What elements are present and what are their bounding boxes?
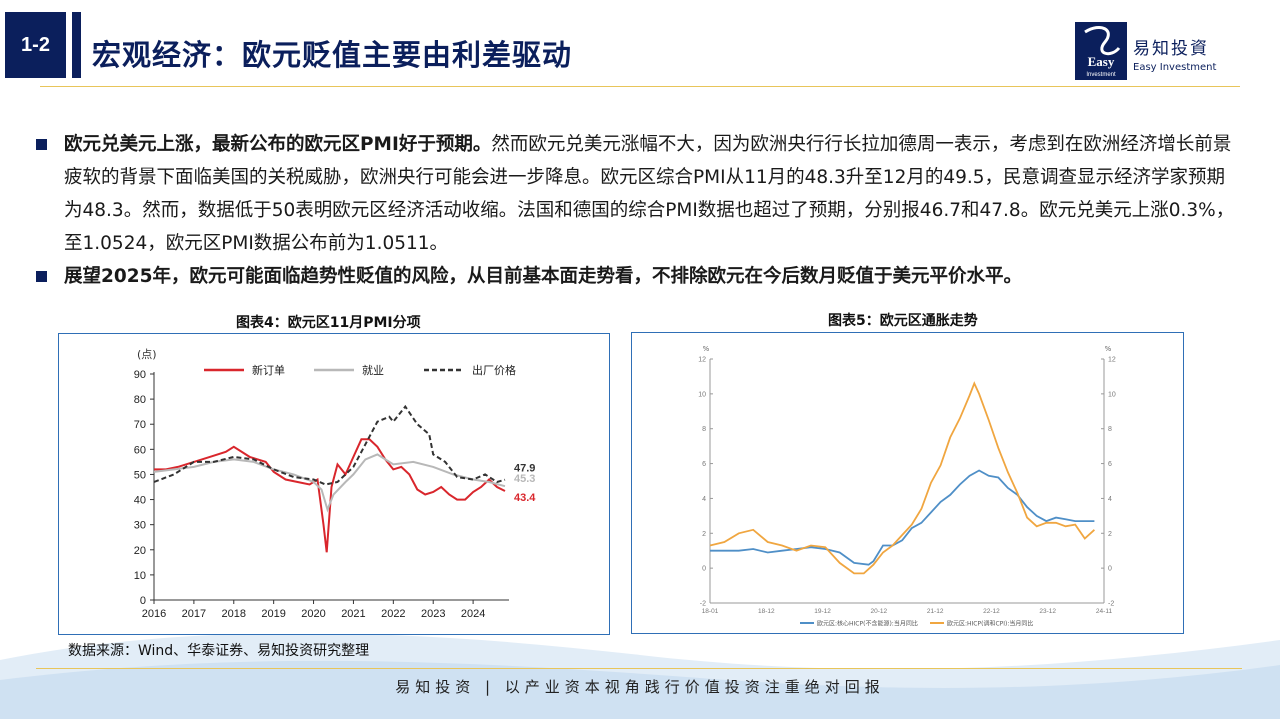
y-tick-label-right: 6 (1108, 461, 1112, 468)
x-tick-label: 2024 (461, 608, 485, 620)
y-tick-label: -2 (700, 601, 706, 608)
y-tick-label-right: 12 (1108, 357, 1116, 364)
footer-divider (36, 668, 1242, 669)
series-line (153, 453, 506, 513)
y-tick-label-right: 0 (1108, 566, 1112, 573)
bullet-lead: 展望2025年，欧元可能面临趋势性贬值的风险，从目前基本面走势看，不排除欧元在今… (64, 266, 1022, 287)
y-tick-label-right: 8 (1108, 426, 1112, 433)
x-tick-label: 2022 (381, 608, 405, 620)
legend-label: 欧元区:核心HICP(不含能源):当月同比 (817, 620, 918, 628)
figure4-caption: 图表4：欧元区11月PMI分项 (236, 315, 421, 331)
y-axis-unit-label: (点) (137, 348, 157, 361)
legend-label: 欧元区:HICP(调和CPI):当月同比 (947, 620, 1033, 628)
chart-pmi-panel: (点) 0 10 20 30 40 50 60 70 80 90 2016 2017 2018 2019 20… (58, 333, 610, 635)
y-tick-label: 10 (698, 391, 706, 398)
bullet-square-icon (36, 271, 47, 282)
x-tick-label: 21-12 (927, 608, 944, 615)
x-tick-label: 19-12 (814, 608, 831, 615)
legend-label: 新订单 (252, 363, 285, 377)
source-note: 数据来源：Wind、华泰证券、易知投资研究整理 (68, 643, 370, 659)
x-tick-label: 22-12 (983, 608, 1000, 615)
y-tick-label: 20 (134, 545, 146, 557)
y-tick-label: 8 (702, 426, 706, 433)
x-tick-label: 18-01 (702, 608, 719, 615)
logo-mark-text: Easy (1088, 54, 1115, 69)
logo-mark-icon: Easy Investment (1075, 22, 1127, 80)
footer-slogan: 易知投资 | 以产业资本视角践行价值投资注重绝对回报 (395, 678, 885, 696)
chart-pmi: (点) 0 10 20 30 40 50 60 70 80 90 2016 2017 2018 2019 20… (134, 348, 537, 620)
y-tick-label: 80 (134, 394, 146, 406)
y-tick-label: 30 (134, 520, 146, 532)
x-tick-label: 2017 (182, 608, 206, 620)
data-label: 45.3 (514, 473, 535, 485)
y-tick-label: 50 (134, 469, 146, 481)
company-logo: Easy Investment 易知投資 Easy Investment (1075, 22, 1255, 82)
section-number-badge: 1-2 (5, 12, 66, 78)
series-line (709, 381, 1096, 575)
y-tick-label: 12 (698, 357, 706, 364)
page-title: 宏观经济：欧元贬值主要由利差驱动 (92, 38, 573, 72)
y-tick-label: 90 (134, 369, 146, 381)
x-tick-label: 20-12 (871, 608, 888, 615)
y-tick-label: 0 (140, 595, 146, 607)
header-divider (40, 86, 1240, 87)
y-tick-label: 70 (134, 419, 146, 431)
bullet-lead: 欧元兑美元上涨，最新公布的欧元区PMI好于预期。 (64, 134, 492, 155)
y-tick-label: 60 (134, 444, 146, 456)
y-tick-label-right: 4 (1108, 496, 1112, 503)
header-accent-bar (72, 12, 81, 78)
bullet-item: 欧元兑美元上涨，最新公布的欧元区PMI好于预期。然而欧元兑美元涨幅不大，因为欧洲… (36, 128, 1242, 260)
footer-wave-background (0, 633, 1280, 719)
svg-text:Investment: Investment (1086, 72, 1116, 78)
y-axis-unit-label-left: % (703, 345, 710, 353)
y-tick-label: 10 (134, 570, 146, 582)
x-tick-label: 24-11 (1096, 608, 1113, 615)
x-tick-label: 23-12 (1039, 608, 1056, 615)
legend-label: 出厂价格 (472, 363, 516, 377)
data-label: 43.4 (514, 492, 536, 504)
chart-inflation-panel: %% -2 -2 0 0 2 2 4 4 6 6 8 8 10 10 12 12 18-01 18-12 19-12 2… (631, 332, 1184, 634)
chart-inflation: % % -2 -2 0 0 2 2 4 4 6 6 8 8 10 10 12 12 18-01 18-12 19-12 2… (698, 345, 1116, 628)
logo-english-name: Easy Investment (1133, 62, 1217, 73)
series-line (154, 438, 506, 553)
x-tick-label: 2018 (222, 608, 246, 620)
y-tick-label-right: 10 (1108, 391, 1116, 398)
y-tick-label: 2 (702, 531, 706, 538)
bullet-body: 然而欧元兑美元涨幅不大，因为欧洲央行行长拉加德周一表示，考虑到在欧洲经济增长前景… (64, 134, 1235, 254)
y-tick-label: 0 (702, 566, 706, 573)
data-label: 47.9 (514, 463, 535, 475)
bullet-list: 欧元兑美元上涨，最新公布的欧元区PMI好于预期。然而欧元兑美元涨幅不大，因为欧洲… (36, 128, 1242, 293)
figure5-caption: 图表5：欧元区通胀走势 (828, 313, 978, 329)
y-tick-label-right: -2 (1108, 601, 1114, 608)
x-tick-label: 2019 (261, 608, 285, 620)
y-axis-unit-label-right: % (1105, 345, 1112, 353)
y-tick-label: 4 (702, 496, 706, 503)
x-tick-label: 2021 (341, 608, 365, 620)
logo-chinese-name: 易知投資 (1133, 39, 1209, 59)
series-line (710, 469, 1095, 566)
y-tick-label: 40 (134, 495, 146, 507)
x-tick-label: 2020 (301, 608, 325, 620)
x-tick-label: 18-12 (758, 608, 775, 615)
bullet-item: 展望2025年，欧元可能面临趋势性贬值的风险，从目前基本面走势看，不排除欧元在今… (36, 260, 1242, 293)
x-tick-label: 2023 (421, 608, 445, 620)
bullet-square-icon (36, 139, 47, 150)
y-tick-label-right: 2 (1108, 531, 1112, 538)
x-tick-label: 2016 (142, 608, 166, 620)
legend-label: 就业 (362, 363, 384, 377)
series-line (153, 404, 506, 486)
y-tick-label: 6 (702, 461, 706, 468)
